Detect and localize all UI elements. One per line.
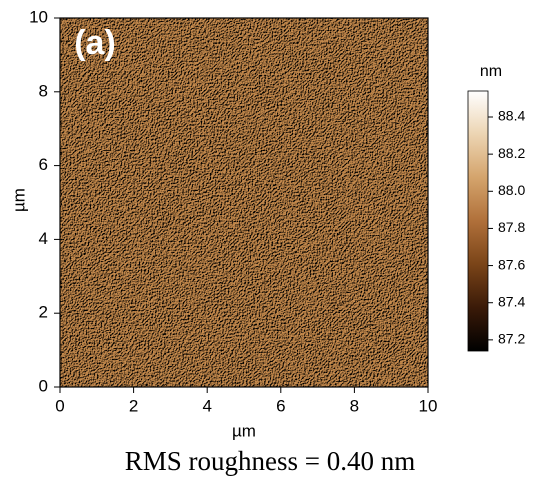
x-tick-label: 10 [419, 396, 438, 415]
caption: RMS roughness = 0.40 nm [125, 446, 416, 476]
colorbar-tick-label: 88.2 [498, 145, 525, 161]
panel-label: (a) [74, 24, 116, 62]
colorbar-tick-label: 88.4 [498, 108, 525, 124]
y-tick-label: 2 [39, 303, 48, 322]
colorbar-tick-label: 87.6 [498, 256, 525, 272]
x-tick-label: 4 [202, 396, 211, 415]
afm-texture [60, 18, 428, 387]
x-tick-label: 8 [350, 396, 359, 415]
y-tick-label: 6 [39, 155, 48, 174]
colorbar-tick-label: 87.4 [498, 293, 525, 309]
colorbar [467, 90, 489, 352]
y-axis-label: µm [9, 188, 28, 212]
colorbar-tick-label: 88.0 [498, 182, 525, 198]
y-tick-label: 10 [29, 7, 48, 26]
y-tick-label: 8 [39, 81, 48, 100]
x-axis-label: µm [232, 421, 256, 440]
x-tick-label: 0 [55, 396, 64, 415]
colorbar-label: nm [480, 63, 502, 80]
y-tick-label: 0 [39, 376, 48, 395]
y-tick-label: 4 [39, 229, 48, 248]
plot-frame [59, 17, 429, 388]
colorbar-tick-label: 87.8 [498, 219, 525, 235]
x-tick-label: 2 [129, 396, 138, 415]
x-tick-label: 6 [276, 396, 285, 415]
colorbar-tick-label: 87.2 [498, 331, 525, 347]
